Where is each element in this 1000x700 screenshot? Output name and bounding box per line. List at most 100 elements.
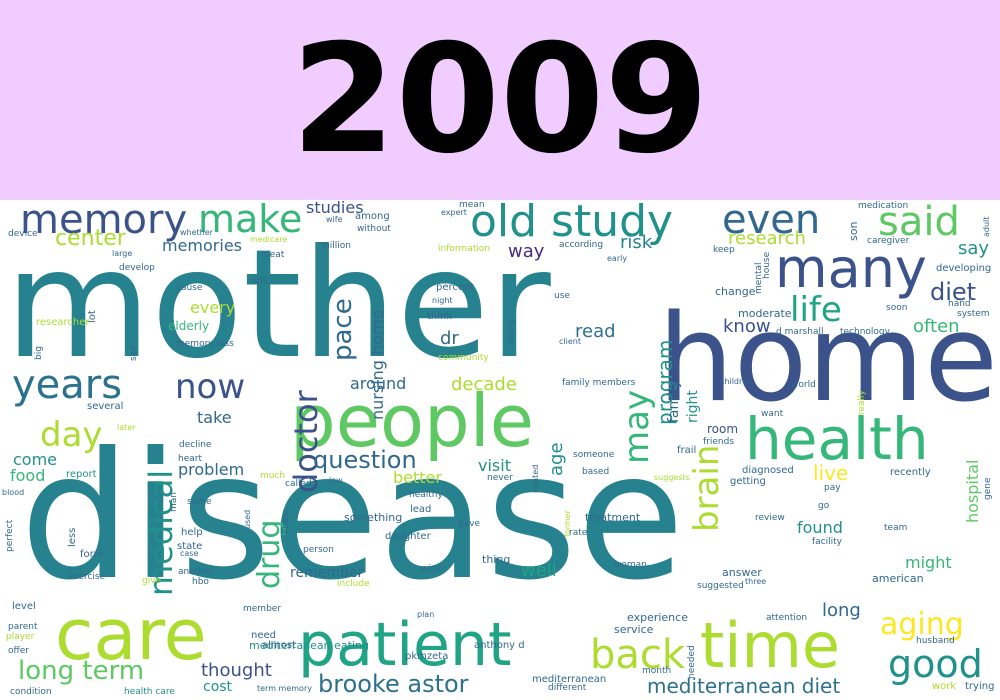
word-take: take xyxy=(197,408,232,427)
word-care: care xyxy=(55,594,207,676)
word-doctor: doctor xyxy=(287,390,325,493)
word-elderly: elderly xyxy=(168,319,210,333)
word-daughter: daughter xyxy=(385,531,431,542)
word-american: american xyxy=(872,572,924,585)
word-really: really xyxy=(857,390,867,415)
year-banner: 2009 xyxy=(0,0,1000,200)
word-hbo: hbo xyxy=(192,577,209,587)
word-say: say xyxy=(958,238,990,259)
word-every: every xyxy=(190,298,236,317)
word-large: large xyxy=(112,249,133,258)
word-device: device xyxy=(8,229,38,239)
word-plan: plan xyxy=(417,610,435,619)
word-mediterranean: mediterranean xyxy=(532,674,607,685)
word-suggests: suggests xyxy=(654,473,690,482)
word-getting: getting xyxy=(730,476,766,487)
word-meat: meat xyxy=(261,250,285,260)
word-many: many xyxy=(775,237,927,300)
word-developing: developing xyxy=(936,263,992,274)
word-lot: lot xyxy=(87,310,98,323)
word-memory-loss: memory loss xyxy=(176,339,234,349)
word-according: according xyxy=(559,240,604,250)
word-among: among xyxy=(355,211,390,222)
word-recently: recently xyxy=(890,467,931,478)
word-old-study: old study xyxy=(470,200,674,247)
word-mother: mother xyxy=(5,218,551,392)
word-exercise: exercise xyxy=(68,572,106,582)
word-anthony-d: anthony d xyxy=(474,640,525,651)
word-living: living xyxy=(507,320,517,345)
word-back: back xyxy=(590,632,686,678)
word-experience: experience xyxy=(627,611,688,624)
word-case: case xyxy=(180,549,199,558)
word-world: world xyxy=(791,380,816,390)
word-attention: attention xyxy=(766,613,808,623)
word-lead: lead xyxy=(410,504,432,515)
word-son: son xyxy=(847,222,860,242)
word-brooke-astor: brooke astor xyxy=(318,670,469,698)
word-later: later xyxy=(117,423,136,432)
word-client: client xyxy=(559,337,581,346)
word-parent: parent xyxy=(8,622,38,632)
word-knew: knew xyxy=(281,510,291,534)
word-aging: aging xyxy=(880,607,964,642)
word-time: time xyxy=(700,609,841,682)
word-studies: studies xyxy=(306,200,364,217)
word-suggested: suggested xyxy=(697,581,744,591)
word-medication: medication xyxy=(858,201,909,211)
word-gave: gave xyxy=(458,519,481,529)
word-think: think xyxy=(427,311,453,322)
word-cause: cause xyxy=(176,283,203,293)
word-month: month xyxy=(642,666,672,676)
word-different: different xyxy=(548,683,587,693)
word-now: now xyxy=(175,367,246,407)
word-medicare: medicare xyxy=(250,235,288,244)
word-based: based xyxy=(582,467,610,477)
word-work: work xyxy=(932,681,957,692)
word-answer: answer xyxy=(722,566,762,579)
word-related: related xyxy=(531,465,540,494)
word-house: house xyxy=(762,252,772,280)
word-go: go xyxy=(818,501,830,511)
word-offer: offer xyxy=(8,646,29,656)
word-percent: percent xyxy=(436,282,475,293)
word-team: team xyxy=(884,523,908,533)
word-service: service xyxy=(614,623,654,636)
word-heart: heart xyxy=(178,454,202,464)
word-much: much xyxy=(260,471,286,481)
word-well: well xyxy=(521,560,557,581)
word-disease: disease xyxy=(20,416,685,619)
word-state: state xyxy=(177,541,203,552)
word-called: called xyxy=(285,479,312,489)
word-family: family xyxy=(666,380,682,424)
word-condition: condition xyxy=(10,687,52,697)
word-people: people xyxy=(290,379,535,463)
word-age: age xyxy=(546,442,567,476)
word-moderate: moderate xyxy=(738,307,792,320)
word-whether: whether xyxy=(180,228,213,237)
word-good: good xyxy=(888,642,983,686)
word-facility: facility xyxy=(812,537,842,547)
word-three: three xyxy=(745,577,767,586)
word-food: food xyxy=(10,466,46,485)
word-cost: cost xyxy=(203,679,233,695)
word-low: low xyxy=(329,476,343,485)
word-come: come xyxy=(13,450,58,469)
word-player: player xyxy=(6,632,35,642)
word-thought: thought xyxy=(201,660,272,681)
word-decade: decade xyxy=(451,374,517,395)
word-form: form xyxy=(80,549,104,560)
word-room: room xyxy=(707,422,739,436)
word-may: may xyxy=(617,390,657,465)
word-mean: mean xyxy=(459,200,485,210)
word-night: night xyxy=(432,296,453,305)
word-make: make xyxy=(198,200,303,241)
word-see: see xyxy=(129,345,139,361)
word-said: said xyxy=(878,200,960,245)
word-home: home xyxy=(657,290,998,429)
word-know: know xyxy=(723,316,771,337)
word-remember: remember xyxy=(290,565,364,581)
word-children: children xyxy=(720,377,753,386)
word-risk: risk xyxy=(620,232,653,253)
word-person: person xyxy=(303,545,334,555)
